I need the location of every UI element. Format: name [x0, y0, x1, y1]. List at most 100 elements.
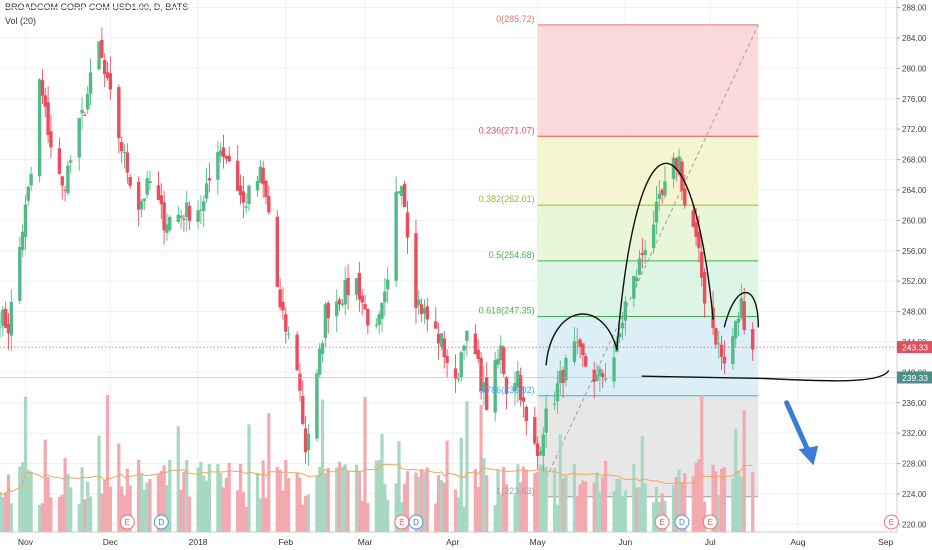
- candle: [714, 327, 718, 349]
- candle: [459, 350, 463, 382]
- earnings-marker[interactable]: E: [119, 514, 135, 530]
- candle-body: [434, 321, 438, 329]
- volume-bar: [255, 472, 260, 532]
- candle: [504, 376, 509, 410]
- candle-body: [3, 308, 8, 328]
- earnings-marker[interactable]: E: [702, 514, 718, 530]
- volume-bar: [386, 499, 390, 532]
- volume-bar: [43, 439, 47, 532]
- candle: [335, 289, 339, 332]
- candle-body: [165, 224, 169, 234]
- dividend-marker[interactable]: D: [153, 514, 169, 530]
- time-tick-label: Apr: [446, 537, 459, 547]
- candle-body: [168, 216, 172, 231]
- candle: [442, 331, 446, 369]
- fib-zone: [537, 260, 759, 317]
- candle: [159, 183, 163, 220]
- candle-body: [417, 299, 421, 306]
- volume-bar: [9, 503, 13, 532]
- earnings-marker[interactable]: E: [394, 514, 410, 530]
- candle-body: [258, 166, 263, 183]
- volume-bar: [46, 477, 50, 532]
- time-tick-label: 2018: [189, 537, 208, 547]
- volume-bar: [182, 472, 186, 532]
- candle-body: [323, 304, 328, 338]
- candle: [485, 362, 489, 411]
- volume-bar: [142, 489, 146, 532]
- candle: [643, 240, 647, 264]
- candle: [241, 175, 246, 218]
- candle: [581, 343, 585, 368]
- candle-body: [671, 157, 676, 179]
- volume-bar: [287, 477, 291, 532]
- candle-body: [584, 356, 588, 367]
- candle: [244, 193, 248, 214]
- volume-bar: [57, 496, 62, 532]
- candle: [736, 312, 741, 336]
- volume-bar: [148, 478, 152, 532]
- earnings-marker[interactable]: E: [883, 514, 899, 530]
- candle-body: [476, 349, 480, 359]
- volume-bar: [504, 484, 509, 532]
- candle: [414, 219, 418, 324]
- candle: [142, 198, 147, 211]
- candle: [281, 287, 285, 320]
- earnings-marker[interactable]: E: [654, 514, 670, 530]
- candle-body: [26, 186, 30, 201]
- candle-body: [1, 309, 5, 327]
- candle: [145, 170, 149, 199]
- candle-body: [719, 344, 724, 357]
- volume-bar: [224, 477, 228, 532]
- candle-body: [603, 378, 608, 380]
- dividend-marker[interactable]: D: [674, 514, 690, 530]
- candle: [20, 224, 25, 258]
- volume-bar: [357, 471, 361, 532]
- candle-body: [363, 304, 367, 310]
- time-tick-label: Jun: [618, 537, 632, 547]
- candle: [360, 288, 364, 316]
- volume-bar: [323, 472, 328, 532]
- candle-body: [267, 196, 271, 213]
- candle: [295, 331, 299, 371]
- candle-body: [453, 368, 458, 379]
- candle-body: [63, 189, 67, 191]
- candle-body: [40, 80, 45, 96]
- volume-bar: [21, 462, 25, 532]
- candle: [340, 298, 345, 308]
- volume-bar: [643, 483, 647, 532]
- candle: [417, 290, 421, 316]
- volume-bar: [83, 499, 87, 532]
- candle: [453, 354, 458, 394]
- volume-bar: [69, 487, 73, 532]
- candle: [18, 236, 22, 305]
- volume-bar: [417, 476, 421, 532]
- candle-body: [643, 250, 647, 255]
- volume-bar: [23, 396, 28, 532]
- candle-body: [182, 218, 186, 220]
- fibonacci-retracement: [537, 24, 759, 498]
- candle-body: [97, 41, 101, 70]
- event-circle: [674, 514, 690, 530]
- candle-body: [677, 156, 681, 176]
- candle-body: [343, 280, 347, 305]
- candle-body: [617, 333, 622, 338]
- dividend-marker[interactable]: D: [408, 514, 424, 530]
- candle: [561, 367, 565, 398]
- volume-indicator-label[interactable]: Vol (20): [5, 16, 37, 26]
- time-tick-label: Jul: [705, 537, 716, 547]
- volume-bar: [700, 395, 704, 532]
- fib-level-label-4: 0.618(247.35): [479, 306, 535, 316]
- candle-body: [419, 304, 424, 314]
- candle-body: [9, 301, 14, 336]
- volume-bar: [476, 487, 480, 532]
- right-shoulder-stroke: [723, 292, 759, 328]
- candle: [221, 134, 226, 169]
- volume-bar: [156, 474, 161, 532]
- support-price-tag: 239.33: [902, 373, 928, 383]
- volume-bar: [671, 485, 676, 532]
- candle: [261, 160, 265, 198]
- volume-bar: [456, 496, 461, 532]
- candle: [380, 302, 384, 332]
- candle-body: [694, 222, 698, 238]
